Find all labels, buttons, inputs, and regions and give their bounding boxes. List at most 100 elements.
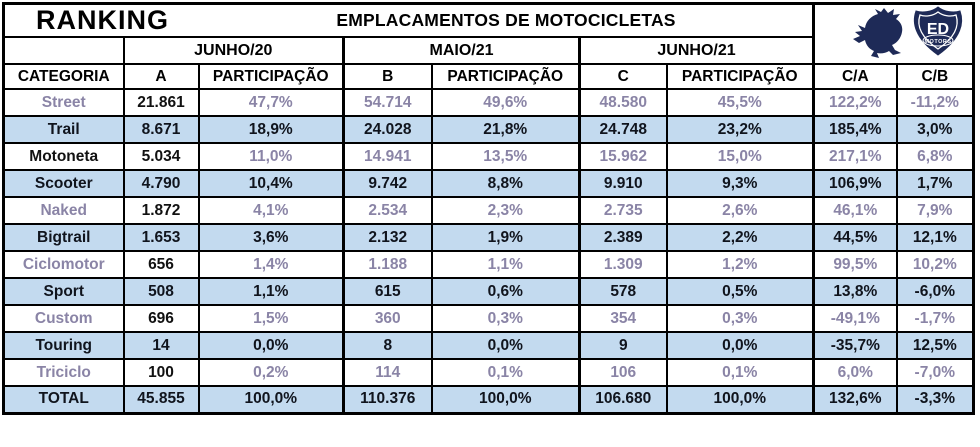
value-cell: 0,3% [430, 304, 581, 333]
value-cell: 0,1% [665, 358, 815, 387]
value-cell: -49,1% [812, 304, 898, 333]
value-cell: 0,2% [197, 358, 345, 387]
table-row-touring: Touring 14 0,0% 8 0,0% 9 0,0% -35,7% 12,… [2, 331, 975, 360]
value-cell: 2.735 [578, 196, 668, 225]
value-cell: 14 [122, 331, 200, 360]
value-cell: 9.910 [578, 169, 668, 198]
value-cell: 100 [122, 358, 200, 387]
shield-icon: ED MOTORS [913, 6, 963, 56]
value-cell: 1,7% [895, 169, 975, 198]
value-cell: 2.534 [342, 196, 433, 225]
value-cell: 12,1% [895, 223, 975, 252]
value-cell: 1,5% [197, 304, 345, 333]
value-cell: 47,7% [197, 88, 345, 117]
value-cell: -6,0% [895, 277, 975, 306]
value-cell: 114 [342, 358, 433, 387]
col-header-participacao-1: PARTICIPAÇÃO [197, 63, 345, 90]
value-cell: 7,9% [895, 196, 975, 225]
ranking-table: RANKING EMPLACAMENTOS DE MOTOCICLETAS ED… [2, 2, 976, 415]
value-cell: 106 [578, 358, 668, 387]
value-cell: 99,5% [812, 250, 898, 279]
value-cell: 508 [122, 277, 200, 306]
value-cell: 4,1% [197, 196, 345, 225]
value-cell: 21.861 [122, 88, 200, 117]
category-cell: Motoneta [2, 142, 125, 171]
value-cell: 8.671 [122, 115, 200, 144]
value-cell: -3,3% [895, 385, 975, 414]
dragon-icon: ED MOTORS [853, 6, 963, 58]
value-cell: 15.962 [578, 142, 668, 171]
value-cell: -1,7% [895, 304, 975, 333]
category-cell: Naked [2, 196, 125, 225]
page-title: EMPLACAMENTOS DE MOTOCICLETAS [336, 10, 676, 30]
value-cell: 48.580 [578, 88, 668, 117]
table-row-naked: Naked 1.872 4,1% 2.534 2,3% 2.735 2,6% 4… [2, 196, 975, 225]
table-row-sport: Sport 508 1,1% 615 0,6% 578 0,5% 13,8% -… [2, 277, 975, 306]
ranking-label: RANKING [36, 5, 169, 35]
value-cell: 100,0% [430, 385, 581, 414]
value-cell: 9.742 [342, 169, 433, 198]
category-cell: Trail [2, 115, 125, 144]
value-cell: 8 [342, 331, 433, 360]
value-cell: 2.132 [342, 223, 433, 252]
value-cell: 0,6% [430, 277, 581, 306]
value-cell: 46,1% [812, 196, 898, 225]
table-row-total: TOTAL 45.855 100,0% 110.376 100,0% 106.6… [2, 385, 975, 414]
category-cell: Custom [2, 304, 125, 333]
value-cell: 11,0% [197, 142, 345, 171]
value-cell: 1.653 [122, 223, 200, 252]
value-cell: 2.389 [578, 223, 668, 252]
value-cell: 24.748 [578, 115, 668, 144]
value-cell: 0,1% [430, 358, 581, 387]
value-cell: 5.034 [122, 142, 200, 171]
value-cell: 3,6% [197, 223, 345, 252]
month-header-row: JUNHO/20 MAIO/21 JUNHO/21 [2, 36, 974, 65]
value-cell: 24.028 [342, 115, 433, 144]
value-cell: 9 [578, 331, 668, 360]
month-group-maio21: MAIO/21 [342, 36, 581, 65]
value-cell: -35,7% [812, 331, 898, 360]
value-cell: 12,5% [895, 331, 975, 360]
category-cell: Ciclomotor [2, 250, 125, 279]
value-cell: 656 [122, 250, 200, 279]
value-cell: 13,5% [430, 142, 581, 171]
value-cell: 0,0% [430, 331, 581, 360]
ed-motors-logo: ED MOTORS [850, 4, 974, 60]
value-cell: 578 [578, 277, 668, 306]
category-cell: Street [2, 88, 125, 117]
table-row-custom: Custom 696 1,5% 360 0,3% 354 0,3% -49,1%… [2, 304, 975, 333]
value-cell: 217,1% [812, 142, 898, 171]
value-cell: 106,9% [812, 169, 898, 198]
value-cell: 0,0% [665, 331, 815, 360]
title-cell: RANKING EMPLACAMENTOS DE MOTOCICLETAS [2, 2, 814, 38]
value-cell: 0,5% [665, 277, 815, 306]
value-cell: 14.941 [342, 142, 433, 171]
value-cell: 132,6% [812, 385, 898, 414]
value-cell: 100,0% [665, 385, 815, 414]
category-cell: TOTAL [2, 385, 125, 414]
value-cell: 49,6% [430, 88, 581, 117]
value-cell: 54.714 [342, 88, 433, 117]
value-cell: 4.790 [122, 169, 200, 198]
logo-text-primary: ED [927, 21, 949, 38]
col-header-a: A [122, 63, 200, 90]
col-header-c: C [578, 63, 668, 90]
value-cell: 1.309 [578, 250, 668, 279]
value-cell: 10,4% [197, 169, 345, 198]
value-cell: 2,6% [665, 196, 815, 225]
empty-cell [2, 36, 125, 65]
value-cell: 360 [342, 304, 433, 333]
col-header-participacao-3: PARTICIPAÇÃO [665, 63, 815, 90]
category-cell: Touring [2, 331, 125, 360]
value-cell: 185,4% [812, 115, 898, 144]
value-cell: 2,2% [665, 223, 815, 252]
value-cell: 0,3% [665, 304, 815, 333]
table-row-triciclo: Triciclo 100 0,2% 114 0,1% 106 0,1% 6,0%… [2, 358, 975, 387]
month-group-junho20: JUNHO/20 [122, 36, 345, 65]
title-row: RANKING EMPLACAMENTOS DE MOTOCICLETAS ED… [2, 2, 975, 65]
value-cell: 18,9% [197, 115, 345, 144]
table-row-ciclomotor: Ciclomotor 656 1,4% 1.188 1,1% 1.309 1,2… [2, 250, 975, 279]
value-cell: 615 [342, 277, 433, 306]
table-row-trail: Trail 8.671 18,9% 24.028 21,8% 24.748 23… [2, 115, 975, 144]
value-cell: 44,5% [812, 223, 898, 252]
